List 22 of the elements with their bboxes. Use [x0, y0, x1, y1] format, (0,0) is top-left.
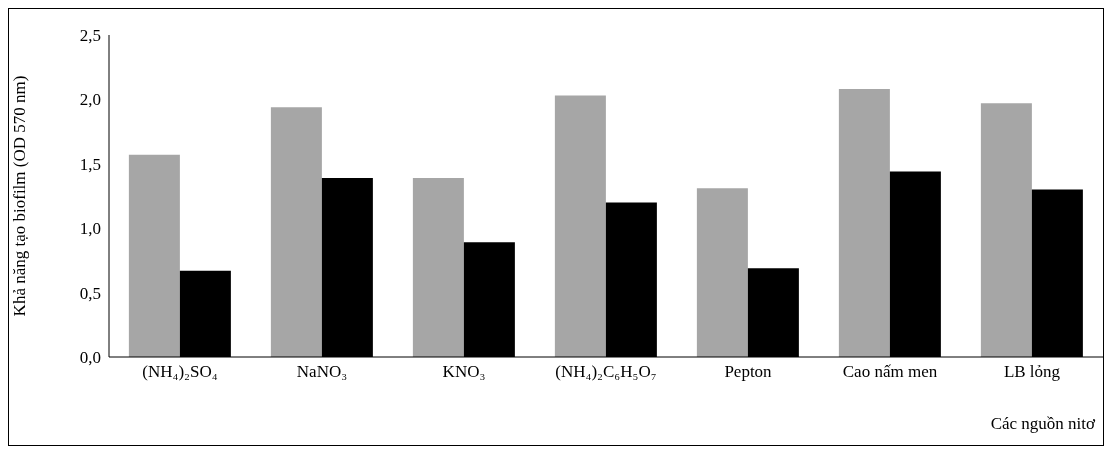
x-tick-label: NaNO₃	[296, 362, 348, 382]
y-tick-label: 2,0	[79, 90, 101, 110]
x-tick-label: (NH₄)₂C₆H₅O₇	[555, 362, 657, 382]
y-tick-label: 1,5	[79, 154, 101, 174]
bar	[412, 177, 464, 357]
x-tick-label: Cao nấm men	[842, 362, 938, 382]
y-tick-label: 0,5	[79, 283, 101, 303]
bar	[554, 95, 606, 357]
x-axis-title: Các nguồn nitơ	[990, 414, 1096, 433]
y-axis-title: Khả năng tạo biofilm (OD 570 nm)	[10, 75, 30, 317]
bar	[270, 107, 322, 357]
x-tick-label: KNO₃	[442, 362, 486, 382]
y-tick-label: 0,0	[79, 348, 101, 368]
y-tick-label: 1,0	[79, 219, 101, 239]
bar	[696, 188, 748, 357]
bar	[128, 154, 180, 357]
bar	[838, 89, 890, 357]
x-tick-label: LB lỏng	[1003, 362, 1061, 382]
bar	[980, 103, 1032, 357]
y-tick-label: 2,5	[79, 26, 101, 46]
x-tick-label: (NH₄)₂SO₄	[142, 362, 218, 382]
x-tick-label: Pepton	[724, 362, 773, 382]
